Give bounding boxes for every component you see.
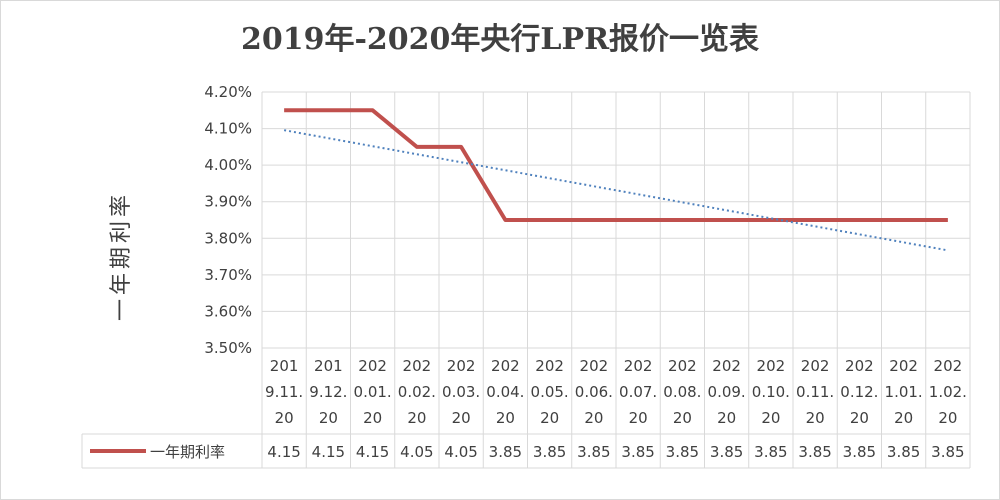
x-category-label: 20 (452, 409, 471, 427)
x-category-label: 9.11. (265, 383, 303, 401)
y-tick-label: 4.00% (204, 156, 252, 174)
x-category-label: 202 (535, 357, 564, 375)
table-value-cell: 4.05 (400, 443, 433, 461)
table-value-cell: 3.85 (533, 443, 566, 461)
x-category-label: 202 (845, 357, 874, 375)
x-category-label: 1.02. (929, 383, 967, 401)
x-category-label: 20 (363, 409, 382, 427)
table-value-cell: 4.15 (356, 443, 389, 461)
x-category-label: 0.07. (619, 383, 657, 401)
x-category-label: 0.02. (398, 383, 436, 401)
y-axis-title: 一年期利率 (109, 191, 134, 321)
x-category-label: 20 (717, 409, 736, 427)
x-category-label: 20 (938, 409, 957, 427)
y-tick-label: 3.60% (204, 302, 252, 320)
x-category-label: 202 (580, 357, 609, 375)
table-value-cell: 3.85 (621, 443, 654, 461)
y-tick-label: 4.20% (204, 83, 252, 101)
x-category-label: 20 (894, 409, 913, 427)
y-tick-label: 3.80% (204, 229, 252, 247)
table-value-cell: 3.85 (666, 443, 699, 461)
x-category-label: 20 (275, 409, 294, 427)
x-category-label: 0.08. (663, 383, 701, 401)
x-category-label: 1.01. (885, 383, 923, 401)
x-category-label: 0.03. (442, 383, 480, 401)
x-category-label: 0.05. (531, 383, 569, 401)
y-tick-label: 4.10% (204, 120, 252, 138)
table-value-cell: 3.85 (887, 443, 920, 461)
y-tick-label: 3.70% (204, 266, 252, 284)
legend-label: 一年期利率 (150, 443, 225, 461)
x-category-label: 9.12. (309, 383, 347, 401)
y-tick-label: 3.90% (204, 193, 252, 211)
x-category-label: 0.11. (796, 383, 834, 401)
x-category-label: 0.12. (840, 383, 878, 401)
x-category-label: 202 (668, 357, 697, 375)
x-category-label: 20 (540, 409, 559, 427)
x-category-label: 20 (407, 409, 426, 427)
x-category-label: 202 (447, 357, 476, 375)
x-category-label: 201 (270, 357, 299, 375)
table-value-cell: 3.85 (754, 443, 787, 461)
x-category-label: 20 (584, 409, 603, 427)
x-category-label: 20 (496, 409, 515, 427)
x-category-label: 20 (673, 409, 692, 427)
x-category-label: 20 (806, 409, 825, 427)
chart-title: 2019年-2020年央行LPR报价一览表 (240, 22, 760, 57)
y-tick-label: 3.50% (204, 339, 252, 357)
table-value-cell: 3.85 (843, 443, 876, 461)
x-category-label: 202 (889, 357, 918, 375)
x-category-label: 20 (850, 409, 869, 427)
x-category-label: 202 (403, 357, 432, 375)
table-value-cell: 4.15 (267, 443, 300, 461)
x-category-label: 202 (934, 357, 963, 375)
x-category-label: 0.04. (486, 383, 524, 401)
table-value-cell: 3.85 (489, 443, 522, 461)
series-line (284, 108, 948, 222)
x-category-label: 202 (491, 357, 520, 375)
table-value-cell: 3.85 (577, 443, 610, 461)
x-category-label: 0.06. (575, 383, 613, 401)
table-value-cell: 3.85 (710, 443, 743, 461)
x-category-label: 20 (319, 409, 338, 427)
x-category-label: 201 (314, 357, 343, 375)
x-category-label: 20 (761, 409, 780, 427)
table-value-cell: 3.85 (798, 443, 831, 461)
table-value-cell: 3.85 (931, 443, 964, 461)
table-value-cell: 4.15 (312, 443, 345, 461)
x-category-label: 202 (801, 357, 830, 375)
x-category-label: 0.09. (708, 383, 746, 401)
x-category-label: 0.01. (354, 383, 392, 401)
x-category-label: 202 (358, 357, 387, 375)
x-category-label: 0.10. (752, 383, 790, 401)
x-category-label: 202 (712, 357, 741, 375)
table-value-cell: 4.05 (444, 443, 477, 461)
x-category-label: 202 (757, 357, 786, 375)
x-category-label: 20 (629, 409, 648, 427)
x-category-label: 202 (624, 357, 653, 375)
